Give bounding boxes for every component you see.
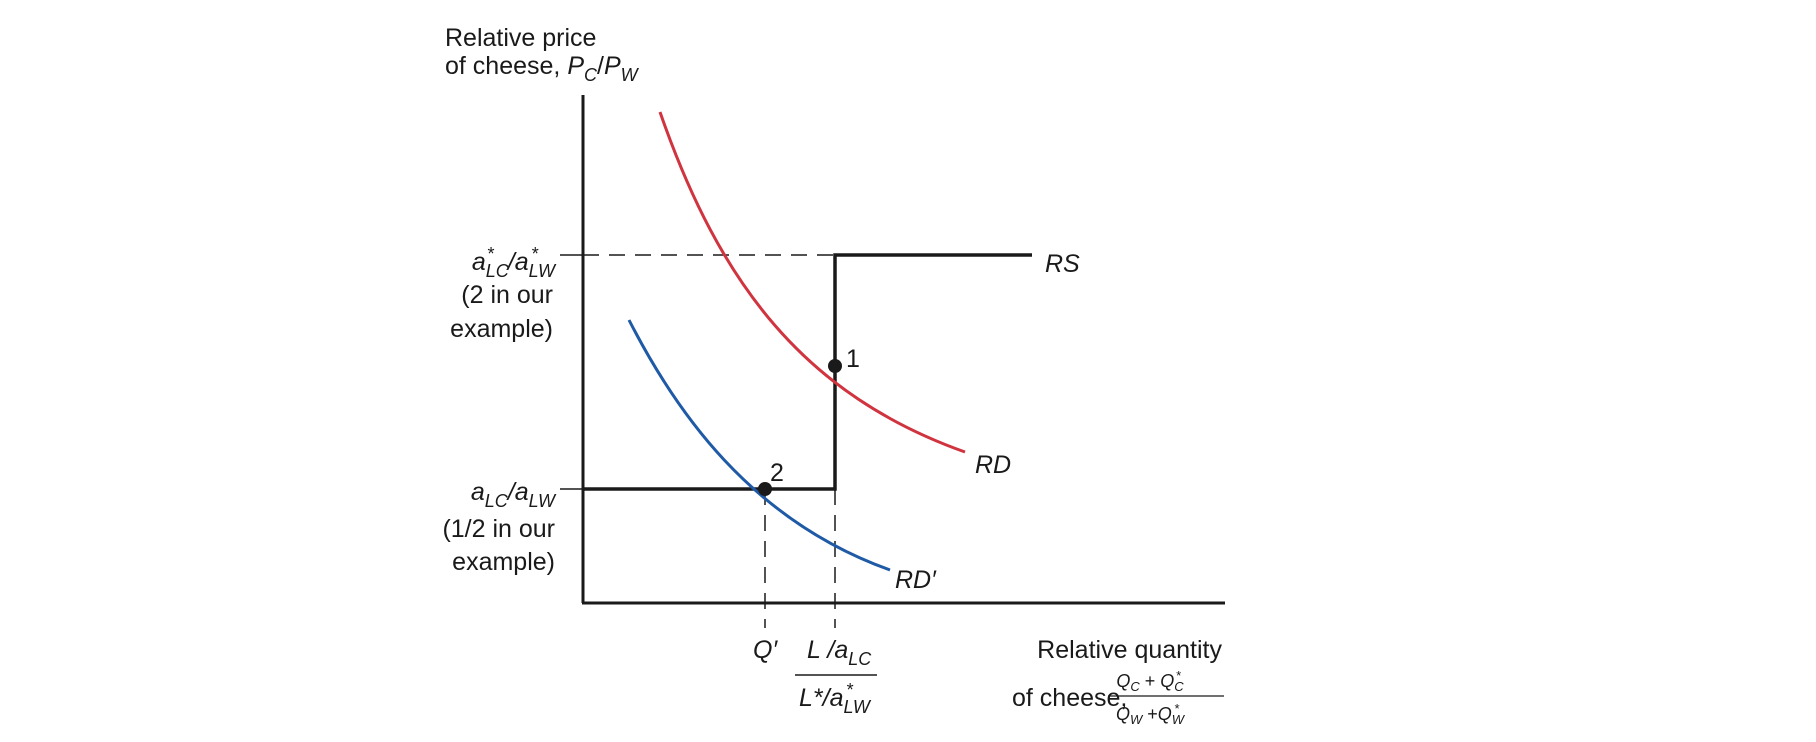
- price-high-label: aLC*/aLW*: [472, 244, 557, 281]
- rd-label: RD: [975, 451, 1011, 479]
- rs-curve: [583, 253, 1032, 491]
- price-high-note-line1: (2 in our: [461, 281, 553, 309]
- rs-label: RS: [1045, 250, 1080, 278]
- point-1-label: 1: [846, 345, 860, 373]
- x-axis-fraction-denominator: QW +QW*: [1116, 701, 1186, 727]
- point-2-label: 2: [770, 459, 784, 487]
- q-break-numerator: L /aLC: [807, 636, 872, 669]
- x-axis-title-line1: Relative quantity: [1037, 636, 1222, 664]
- x-axis-title-line2: of cheese,: [1012, 684, 1127, 712]
- q-break-denominator: L*/aLW*: [799, 680, 872, 717]
- price-low-note-line2: example): [452, 548, 555, 576]
- rd-prime-label: RD′: [895, 566, 937, 594]
- price-low-label: aLC/aLW: [471, 478, 557, 511]
- price-high-note-line2: example): [450, 315, 553, 343]
- equilibrium-point-1: [828, 359, 842, 373]
- price-low-note-line1: (1/2 in our: [442, 515, 555, 543]
- q-prime-label: Q′: [753, 636, 778, 664]
- equilibrium-point-2: [758, 482, 772, 496]
- x-axis-fraction-numerator: QC + QC*: [1116, 668, 1184, 694]
- rd-prime-curve: [627, 319, 891, 572]
- y-axis-title-line1: Relative price: [445, 24, 596, 52]
- y-axis-title-line2: of cheese, PC/PW: [445, 52, 640, 85]
- rd-curve: [658, 111, 966, 454]
